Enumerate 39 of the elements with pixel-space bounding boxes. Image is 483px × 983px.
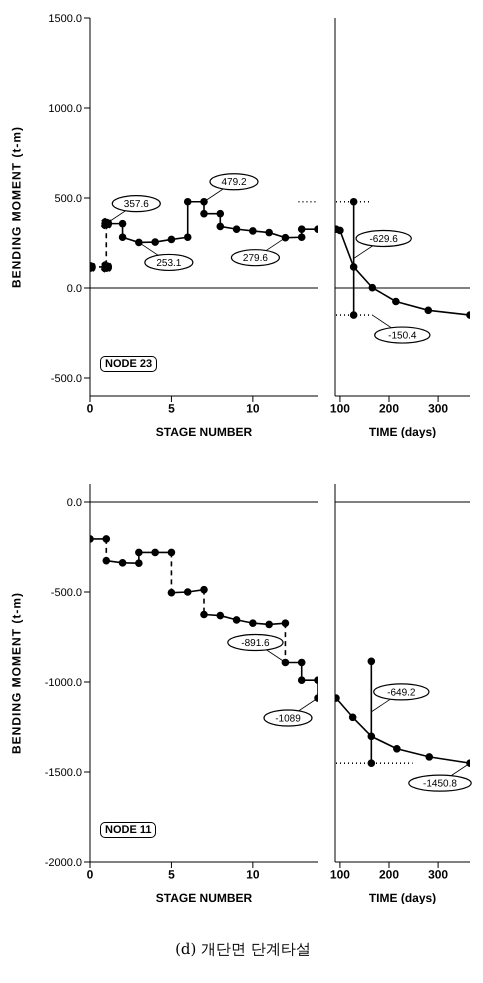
y-tick-label: -1000.0 <box>44 676 82 689</box>
annotation: -649.2 <box>387 687 416 698</box>
x-tick-label: 100 <box>330 868 350 882</box>
y-tick-label: 0.0 <box>66 496 82 509</box>
x-tick-label: 10 <box>246 868 260 882</box>
x-tick-label: 200 <box>378 868 400 882</box>
x-tick-label: 200 <box>378 402 400 416</box>
y-tick-label: 1500.0 <box>48 12 82 25</box>
y-axis-title: BENDING MOMENT (t-m) <box>9 592 24 754</box>
text: (d) 개단면 단계타설 <box>174 940 312 959</box>
annotation: NODE 23 <box>100 356 158 372</box>
y-tick-label: 500.0 <box>54 192 82 205</box>
y-axis-title: BENDING MOMENT (t-m) <box>9 126 24 288</box>
x-tick-label: 5 <box>168 868 176 882</box>
annotation: 279.6 <box>242 253 268 264</box>
annotation: -891.6 <box>241 638 270 649</box>
y-tick-label: -500.0 <box>50 586 82 599</box>
x-tick-label: 300 <box>428 402 448 416</box>
annotation: -1089 <box>275 714 302 725</box>
x-axis-title: STAGE NUMBER <box>156 425 253 439</box>
x-tick-label: 10 <box>246 402 260 416</box>
x-tick-label: 0 <box>86 402 94 416</box>
x-tick-label: 5 <box>168 402 176 416</box>
annotation: 253.1 <box>156 258 182 269</box>
y-tick-label: 1000.0 <box>48 102 82 115</box>
annotation: -629.6 <box>369 234 398 245</box>
x-axis-title: STAGE NUMBER <box>156 891 253 905</box>
x-tick-label: 0 <box>86 868 94 882</box>
y-tick-label: -1500.0 <box>44 766 82 779</box>
annotation: NODE 11 <box>100 822 156 838</box>
y-tick-label: -500.0 <box>50 372 82 385</box>
x-tick-label: 100 <box>330 402 350 416</box>
annotation: 479.2 <box>221 177 247 188</box>
x-tick-label: 300 <box>428 868 448 882</box>
y-tick-label: 0.0 <box>66 282 82 295</box>
annotation: -150.4 <box>388 330 417 342</box>
annotation: 357.6 <box>124 199 150 210</box>
y-tick-label: -2000.0 <box>44 856 82 869</box>
annotation: -1450.8 <box>423 778 458 790</box>
